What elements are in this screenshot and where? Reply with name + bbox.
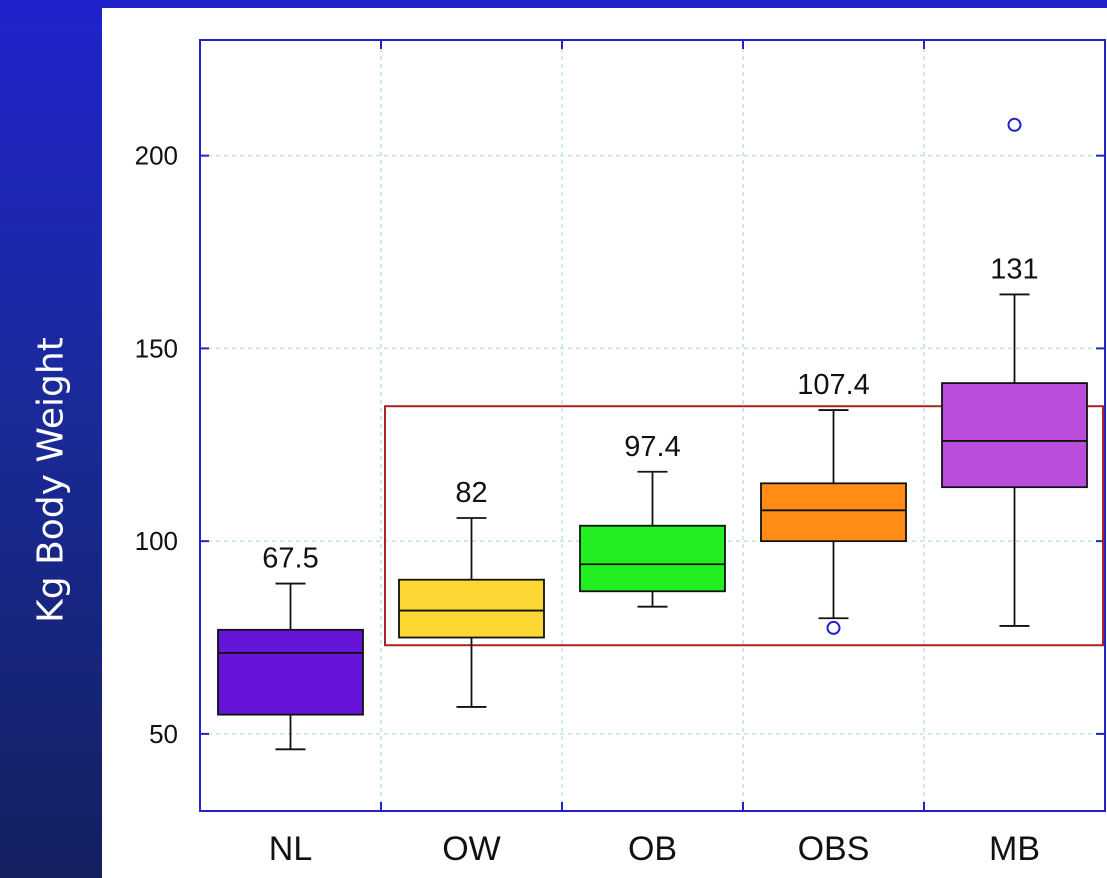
- data-label: 107.4: [797, 369, 870, 401]
- y-axis-label: Kg Body Weight: [30, 337, 72, 623]
- data-label: 82: [455, 477, 487, 509]
- outlier-point: [1007, 117, 1022, 132]
- data-label: 67.5: [262, 543, 318, 575]
- x-tick-label: OW: [442, 830, 501, 868]
- box-plot-chart: 50 100 150 200 67.5 NL 82 OW 97.4 OB 107.4 OBS 131 MB: [135, 39, 1106, 868]
- box-iqr: [579, 524, 726, 593]
- data-label: 131: [990, 253, 1038, 285]
- y-tick-label: 150: [135, 333, 178, 363]
- y-tick-label: 200: [135, 141, 178, 171]
- box-group-nl: 67.5 NL: [217, 543, 364, 868]
- box-iqr: [398, 578, 545, 639]
- highlight-box: [384, 405, 1104, 647]
- plot-frame: [199, 39, 1106, 812]
- box-group-ow: 82 OW: [398, 477, 545, 868]
- box-iqr: [760, 482, 907, 543]
- y-axis-label-area: Kg Body Weight: [0, 0, 102, 878]
- box-group-mb: 131 MB: [941, 117, 1088, 868]
- y-tick-label: 50: [149, 719, 178, 749]
- x-tick-label: OB: [628, 830, 677, 868]
- x-tick-label: NL: [269, 830, 312, 868]
- x-tick-label: MB: [989, 830, 1040, 868]
- box-group-obs: 107.4 OBS: [760, 369, 907, 868]
- outlier-point: [826, 620, 841, 635]
- box-iqr: [217, 628, 364, 716]
- box-group-ob: 97.4 OB: [579, 431, 726, 868]
- chart-panel: 50 100 150 200 67.5 NL 82 OW 97.4 OB 107.4 OBS 131 MB: [102, 8, 1107, 878]
- box-iqr: [941, 382, 1088, 489]
- y-tick-label: 100: [135, 526, 178, 556]
- data-label: 97.4: [624, 431, 680, 463]
- x-tick-label: OBS: [798, 830, 870, 868]
